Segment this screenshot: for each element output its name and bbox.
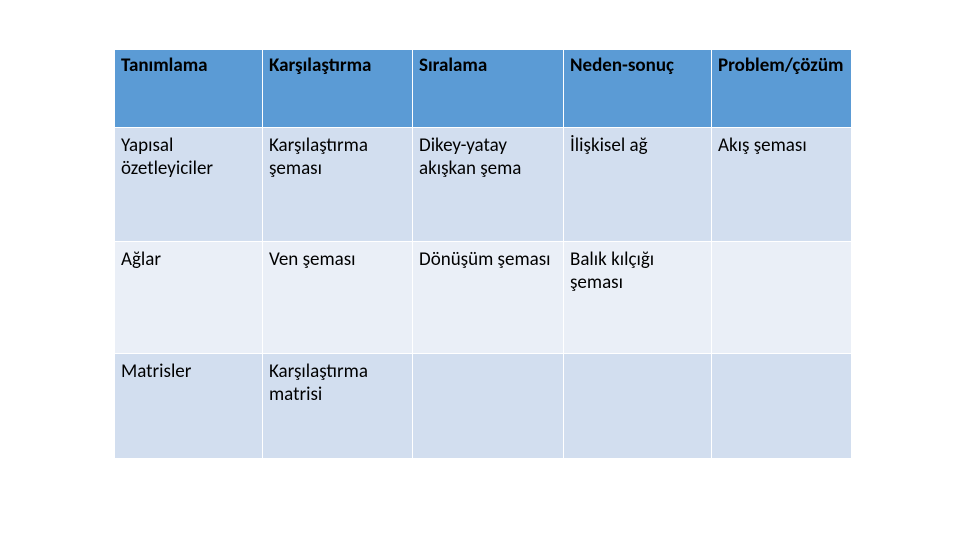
table-cell: Dikey-yatay akışkan şema	[413, 128, 564, 242]
table-cell: Akış şeması	[712, 128, 852, 242]
table-container: Tanımlama Karşılaştırma Sıralama Neden-s…	[114, 49, 852, 459]
table-cell: Karşılaştırma şeması	[263, 128, 413, 242]
table-body: Yapısal özetleyiciler Karşılaştırma şema…	[115, 128, 852, 459]
table-cell: Matrisler	[115, 354, 263, 459]
col-header: Neden-sonuç	[564, 50, 712, 128]
table-cell: Ven şeması	[263, 242, 413, 354]
table-cell	[712, 242, 852, 354]
table-cell: İlişkisel ağ	[564, 128, 712, 242]
table-header-row: Tanımlama Karşılaştırma Sıralama Neden-s…	[115, 50, 852, 128]
col-header: Tanımlama	[115, 50, 263, 128]
col-header: Problem/çözüm	[712, 50, 852, 128]
table-cell: Balık kılçığı şeması	[564, 242, 712, 354]
table-header: Tanımlama Karşılaştırma Sıralama Neden-s…	[115, 50, 852, 128]
table-cell	[564, 354, 712, 459]
col-header: Karşılaştırma	[263, 50, 413, 128]
col-header: Sıralama	[413, 50, 564, 128]
table-cell: Ağlar	[115, 242, 263, 354]
data-table: Tanımlama Karşılaştırma Sıralama Neden-s…	[114, 49, 852, 459]
table-row: Ağlar Ven şeması Dönüşüm şeması Balık kı…	[115, 242, 852, 354]
table-row: Matrisler Karşılaştırma matrisi	[115, 354, 852, 459]
table-cell: Yapısal özetleyiciler	[115, 128, 263, 242]
table-cell	[413, 354, 564, 459]
table-cell: Karşılaştırma matrisi	[263, 354, 413, 459]
table-cell	[712, 354, 852, 459]
table-row: Yapısal özetleyiciler Karşılaştırma şema…	[115, 128, 852, 242]
table-cell: Dönüşüm şeması	[413, 242, 564, 354]
